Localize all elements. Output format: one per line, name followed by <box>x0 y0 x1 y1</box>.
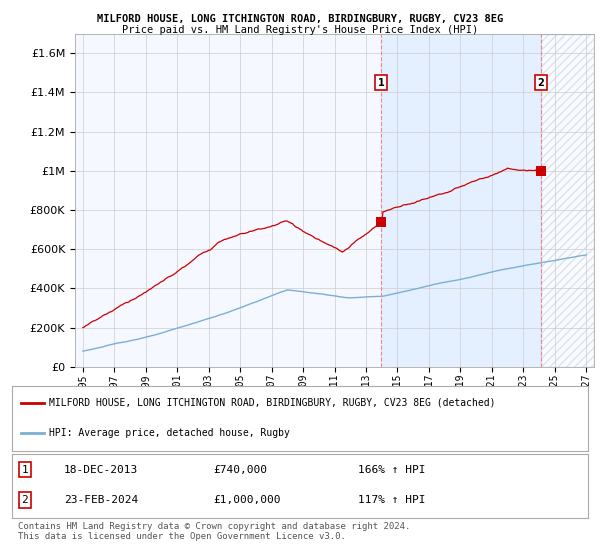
Text: 18-DEC-2013: 18-DEC-2013 <box>64 465 138 475</box>
Text: 2: 2 <box>21 495 28 505</box>
Text: £1,000,000: £1,000,000 <box>214 495 281 505</box>
Text: MILFORD HOUSE, LONG ITCHINGTON ROAD, BIRDINGBURY, RUGBY, CV23 8EG (detached): MILFORD HOUSE, LONG ITCHINGTON ROAD, BIR… <box>49 398 496 408</box>
Text: 117% ↑ HPI: 117% ↑ HPI <box>358 495 425 505</box>
Text: 2: 2 <box>538 78 544 87</box>
Bar <box>381 34 541 367</box>
Text: HPI: Average price, detached house, Rugby: HPI: Average price, detached house, Rugb… <box>49 428 290 438</box>
Bar <box>541 34 594 367</box>
Text: 166% ↑ HPI: 166% ↑ HPI <box>358 465 425 475</box>
Text: £740,000: £740,000 <box>214 465 268 475</box>
Text: Price paid vs. HM Land Registry's House Price Index (HPI): Price paid vs. HM Land Registry's House … <box>122 25 478 35</box>
Text: Contains HM Land Registry data © Crown copyright and database right 2024.
This d: Contains HM Land Registry data © Crown c… <box>18 522 410 542</box>
Text: 23-FEB-2024: 23-FEB-2024 <box>64 495 138 505</box>
Text: 1: 1 <box>377 78 385 87</box>
Text: MILFORD HOUSE, LONG ITCHINGTON ROAD, BIRDINGBURY, RUGBY, CV23 8EG: MILFORD HOUSE, LONG ITCHINGTON ROAD, BIR… <box>97 14 503 24</box>
Text: 1: 1 <box>21 465 28 475</box>
